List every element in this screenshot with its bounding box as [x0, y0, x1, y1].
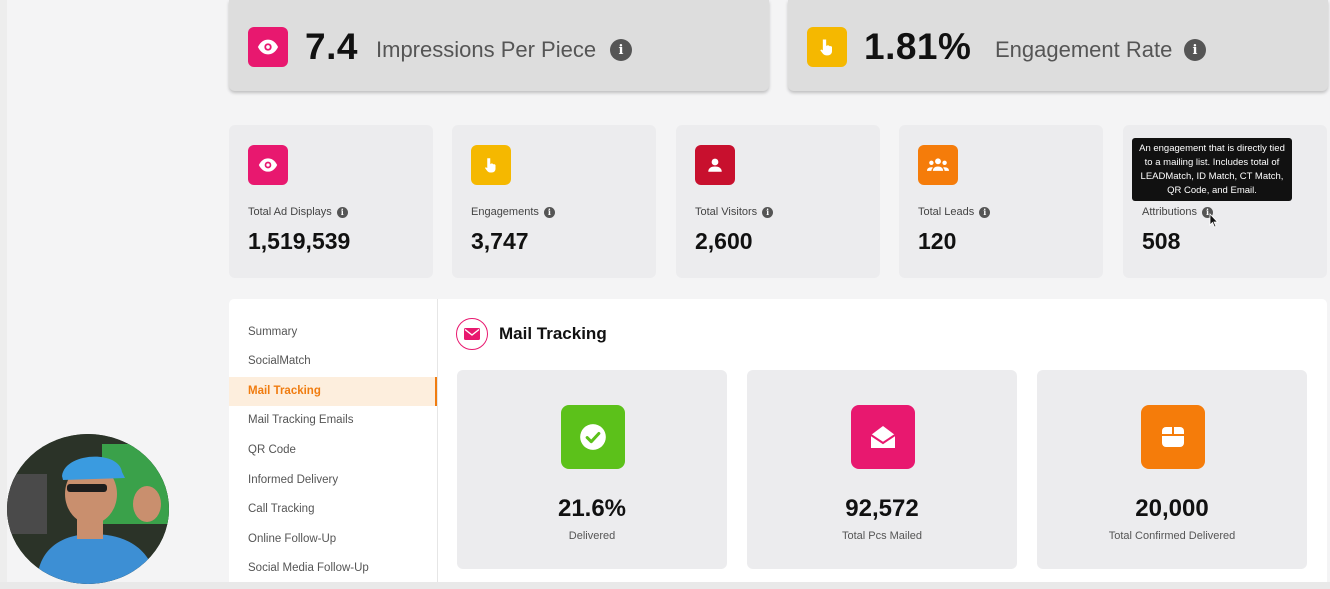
mail-card-total-confirmed-delivered: 20,000 Total Confirmed Delivered: [1037, 370, 1307, 569]
eye-icon: [248, 145, 288, 185]
sidebar-item-socialmatch[interactable]: SocialMatch: [248, 355, 311, 367]
stat-label: Total Leads i: [918, 206, 991, 218]
kpi-label: Impressions Per Piece: [376, 37, 597, 62]
stat-label: Total Visitors i: [695, 206, 774, 218]
sidebar-item-call-tracking[interactable]: Call Tracking: [248, 503, 315, 515]
hand-pointer-icon: [807, 27, 847, 67]
kpi-label: Engagement Rate: [995, 37, 1173, 62]
info-icon[interactable]: i: [1202, 206, 1214, 218]
kpi-value: 7.4: [305, 26, 358, 67]
info-icon[interactable]: i: [762, 206, 774, 218]
stat-card-engagements: Engagements i 3,747: [452, 125, 656, 278]
stat-card-total-ad-displays: Total Ad Displays i 1,519,539: [229, 125, 433, 278]
mail-card-label: Total Pcs Mailed: [841, 530, 923, 542]
info-icon[interactable]: i: [543, 206, 555, 218]
mail-card-delivered: 21.6% Delivered: [457, 370, 727, 569]
box-icon: [1141, 405, 1205, 469]
mail-card-value: 20,000: [1135, 495, 1209, 522]
mouse-cursor-icon: [1209, 212, 1219, 233]
sidebar-item-summary[interactable]: Summary: [248, 326, 298, 338]
stat-label-text: Attributions: [1142, 206, 1198, 218]
envelope-open-icon: [851, 405, 915, 469]
kpi-card-impressions: 7.4 Impressions Per Piece i: [229, 0, 769, 91]
stat-label: Total Ad Displays i: [248, 206, 348, 218]
stat-label-text: Total Ad Displays: [248, 206, 332, 218]
sidebar-item-mail-tracking[interactable]: Mail Tracking: [229, 377, 437, 406]
mail-card-total-pcs-mailed: 92,572 Total Pcs Mailed: [747, 370, 1017, 569]
kpi-value: 1.81%: [864, 26, 972, 67]
sidebar-item-social-media-follow-up[interactable]: Social Media Follow-Up: [248, 562, 369, 574]
stat-card-total-visitors: Total Visitors i 2,600: [676, 125, 880, 278]
user-icon: [695, 145, 735, 185]
info-icon[interactable]: i: [336, 206, 348, 218]
attributions-tooltip: An engagement that is directly tied to a…: [1132, 138, 1292, 201]
users-icon: [918, 145, 958, 185]
kpi-card-engagement-rate: 1.81% Engagement Rate i: [788, 0, 1328, 91]
stat-value: 508: [1142, 228, 1181, 254]
stat-value: 1,519,539: [248, 228, 351, 254]
window-bottom-edge: [0, 582, 1330, 589]
info-icon[interactable]: i: [1184, 39, 1206, 61]
info-icon[interactable]: i: [979, 206, 991, 218]
mail-card-value: 21.6%: [557, 495, 627, 522]
stat-value: 3,747: [471, 228, 529, 254]
stat-label-text: Total Leads: [918, 206, 975, 218]
eye-icon: [248, 27, 288, 67]
mail-card-value: 92,572: [845, 495, 919, 522]
stat-card-total-leads: Total Leads i 120: [899, 125, 1103, 278]
stat-label: Attributions i: [1142, 206, 1214, 218]
stat-label-text: Total Visitors: [695, 206, 758, 218]
info-icon[interactable]: i: [610, 39, 632, 61]
mail-icon: [456, 318, 488, 350]
mail-card-label: Delivered: [568, 530, 616, 542]
tooltip-text: An engagement that is directly tied to a…: [1139, 142, 1285, 196]
stat-value: 120: [918, 228, 957, 254]
sidebar-item-informed-delivery[interactable]: Informed Delivery: [248, 474, 339, 486]
hand-pointer-icon: [471, 145, 511, 185]
stat-value: 2,600: [695, 228, 753, 254]
report-sidebar: Summary SocialMatch Mail Tracking Mail T…: [229, 299, 438, 582]
sidebar-item-mail-tracking-emails[interactable]: Mail Tracking Emails: [248, 414, 354, 426]
sidebar-item-online-follow-up[interactable]: Online Follow-Up: [248, 533, 337, 545]
webcam-overlay: [7, 434, 169, 584]
sidebar-item-qr-code[interactable]: QR Code: [248, 444, 296, 456]
section-title: Mail Tracking: [499, 324, 607, 343]
window-edge: [0, 0, 7, 589]
stat-label-text: Engagements: [471, 206, 539, 218]
stat-label: Engagements i: [471, 206, 555, 218]
check-circle-icon: [561, 405, 625, 469]
mail-card-label: Total Confirmed Delivered: [1108, 530, 1236, 542]
